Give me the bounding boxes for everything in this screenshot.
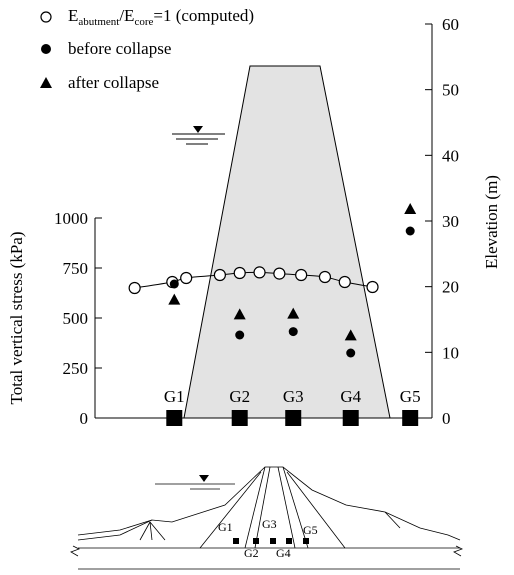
dam-cross-section: G1 G3 G5 G2 G4	[70, 466, 463, 570]
after-collapse-series	[168, 203, 417, 341]
right-tick-label: 0	[442, 409, 451, 428]
section-water-level-icon	[155, 475, 235, 490]
upstream-lower-profile	[77, 519, 153, 536]
after-collapse-point	[168, 293, 181, 305]
gauge-label-g3: G3	[283, 387, 304, 406]
left-tick-label: 250	[63, 359, 89, 378]
left-axis-ticks: 0 250 500 750 1000	[54, 209, 102, 428]
core-lines	[139, 466, 401, 549]
computed-point	[233, 266, 246, 280]
right-axis-label: Elevation (m)	[482, 175, 501, 269]
water-level-icon	[172, 126, 225, 145]
gauge-marker-g1	[166, 410, 183, 426]
right-axis-ticks: 0 10 20 30 40 50 60	[425, 15, 459, 428]
computed-point	[295, 268, 308, 282]
left-tick-label: 500	[63, 309, 89, 328]
gauge-marker-g3	[285, 410, 302, 426]
section-label-g4: G4	[276, 546, 291, 560]
computed-point	[338, 275, 351, 289]
right-tick-label: 30	[442, 212, 459, 231]
after-collapse-point	[344, 329, 357, 341]
legend-computed-label: Eabutment/Ecore=1 (computed)	[68, 6, 254, 28]
section-label-g5: G5	[303, 523, 318, 537]
computed-point	[318, 270, 332, 284]
foundation	[70, 545, 463, 570]
before-collapse-point	[346, 348, 356, 358]
section-label-g1: G1	[218, 520, 233, 534]
gauges: G1 G2 G3 G4 G5	[164, 387, 421, 426]
computed-point	[253, 266, 266, 279]
gauge-label-g1: G1	[164, 387, 185, 406]
before-collapse-point	[235, 330, 245, 340]
computed-point	[128, 281, 141, 295]
dam-core-region	[183, 65, 391, 419]
gauge-marker-g2	[231, 410, 248, 426]
computed-point	[366, 280, 379, 294]
gauge-label-g4: G4	[340, 387, 361, 406]
gauge-label-g5: G5	[400, 387, 421, 406]
right-tick-label: 50	[442, 81, 459, 100]
left-axis-label: Total vertical stress (kPa)	[7, 231, 26, 404]
section-label-g2: G2	[244, 546, 259, 560]
before-collapse-series	[169, 226, 415, 358]
right-tick-label: 20	[442, 278, 459, 297]
computed-point	[180, 271, 193, 285]
before-collapse-point	[405, 226, 415, 236]
left-tick-label: 1000	[54, 209, 88, 228]
section-gauge-markers	[233, 538, 309, 544]
before-collapse-point	[288, 327, 298, 337]
after-collapse-point	[287, 307, 300, 319]
legend-computed-marker	[40, 11, 52, 23]
gauge-marker-g5	[402, 410, 419, 426]
after-collapse-point	[404, 203, 417, 214]
computed-point	[213, 268, 226, 282]
right-tick-label: 60	[442, 15, 459, 34]
legend-after-label: after collapse	[68, 73, 159, 92]
legend-before-marker	[41, 44, 51, 54]
before-collapse-point	[169, 279, 179, 289]
right-tick-label: 40	[442, 146, 459, 165]
left-tick-label: 750	[63, 259, 89, 278]
gauge-marker-g4	[342, 410, 359, 426]
legend-after-marker	[40, 77, 52, 88]
left-tick-label: 0	[80, 409, 89, 428]
legend-before-label: before collapse	[68, 39, 171, 58]
after-collapse-point	[233, 308, 246, 320]
computed-point	[273, 267, 286, 280]
gauge-label-g2: G2	[229, 387, 250, 406]
right-tick-label: 10	[442, 343, 459, 362]
legend: Eabutment/Ecore=1 (computed) before coll…	[40, 6, 254, 92]
section-label-g3: G3	[262, 517, 277, 531]
